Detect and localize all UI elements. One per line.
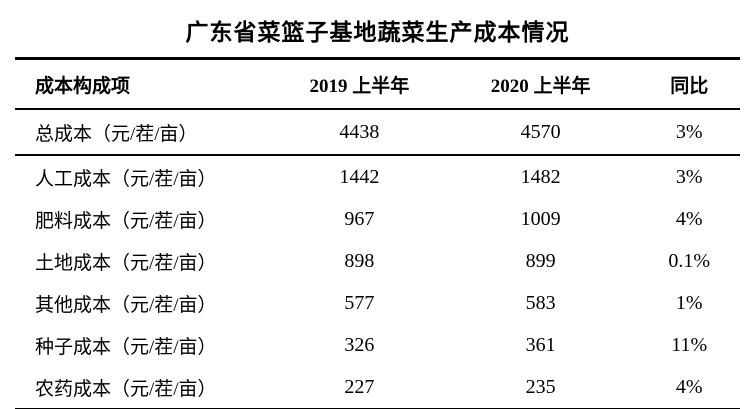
- cost-table: 成本构成项 2019 上半年 2020 上半年 同比 总成本（元/茬/亩） 443…: [15, 57, 740, 409]
- table-row: 肥料成本（元/茬/亩） 967 1009 4%: [15, 198, 740, 240]
- cost-item-label: 土地成本（元/茬/亩）: [35, 252, 217, 274]
- cost-item-label: 人工成本（元/茬/亩）: [35, 168, 217, 190]
- column-header-2019-h1: 2019 上半年: [276, 58, 443, 110]
- table-header: 成本构成项 2019 上半年 2020 上半年 同比: [15, 58, 740, 110]
- value-2020-h1: 1482: [520, 165, 561, 188]
- value-yoy: 3%: [638, 109, 740, 156]
- table-row: 种子成本（元/茬/亩） 326 361 11%: [15, 324, 740, 366]
- value-yoy: 3%: [675, 165, 703, 188]
- header-row: 成本构成项 2019 上半年 2020 上半年 同比: [15, 58, 740, 110]
- value-2019-h1: 967: [344, 207, 375, 230]
- value-yoy: 4%: [675, 375, 703, 398]
- table-row: 总成本（元/茬/亩） 4438 4570 3%: [15, 109, 740, 156]
- table-row: 人工成本（元/茬/亩） 1442 1482 3%: [15, 155, 740, 198]
- value-2020-h1: 899: [525, 249, 556, 272]
- column-header-yoy: 同比: [638, 58, 740, 110]
- value-yoy: 1%: [675, 291, 703, 314]
- cost-item-label: 总成本（元/茬/亩）: [15, 109, 276, 156]
- table-row: 其他成本（元/茬/亩） 577 583 1%: [15, 282, 740, 324]
- value-2019-h1: 1442: [339, 165, 380, 188]
- table-body: 总成本（元/茬/亩） 4438 4570 3% 人工成本（元/茬/亩） 1442 1482 3…: [15, 109, 740, 409]
- page-title: 广东省菜篮子基地蔬菜生产成本情况: [185, 20, 570, 45]
- value-yoy: 4%: [675, 207, 703, 230]
- table-row: 土地成本（元/茬/亩） 898 899 0.1%: [15, 240, 740, 282]
- value-2020-h1: 583: [525, 291, 556, 314]
- cost-item-label: 农药成本（元/茬/亩）: [35, 378, 217, 400]
- value-yoy: 11%: [671, 333, 708, 356]
- value-2020-h1: 235: [525, 375, 556, 398]
- table-row: 农药成本（元/茬/亩） 227 235 4%: [15, 366, 740, 409]
- cost-item-label: 种子成本（元/茬/亩）: [35, 336, 217, 358]
- cost-item-label: 其他成本（元/茬/亩）: [35, 294, 217, 316]
- value-2019-h1: 326: [344, 333, 375, 356]
- cost-item-label: 肥料成本（元/茬/亩）: [35, 210, 217, 232]
- value-yoy: 0.1%: [668, 249, 711, 272]
- column-header-2020-h1: 2020 上半年: [442, 58, 639, 110]
- value-2020-h1: 4570: [442, 109, 639, 156]
- value-2019-h1: 898: [344, 249, 375, 272]
- value-2020-h1: 361: [525, 333, 556, 356]
- value-2019-h1: 4438: [276, 109, 443, 156]
- value-2019-h1: 577: [344, 291, 375, 314]
- column-header-cost-item: 成本构成项: [15, 58, 276, 110]
- value-2019-h1: 227: [344, 375, 375, 398]
- value-2020-h1: 1009: [520, 207, 561, 230]
